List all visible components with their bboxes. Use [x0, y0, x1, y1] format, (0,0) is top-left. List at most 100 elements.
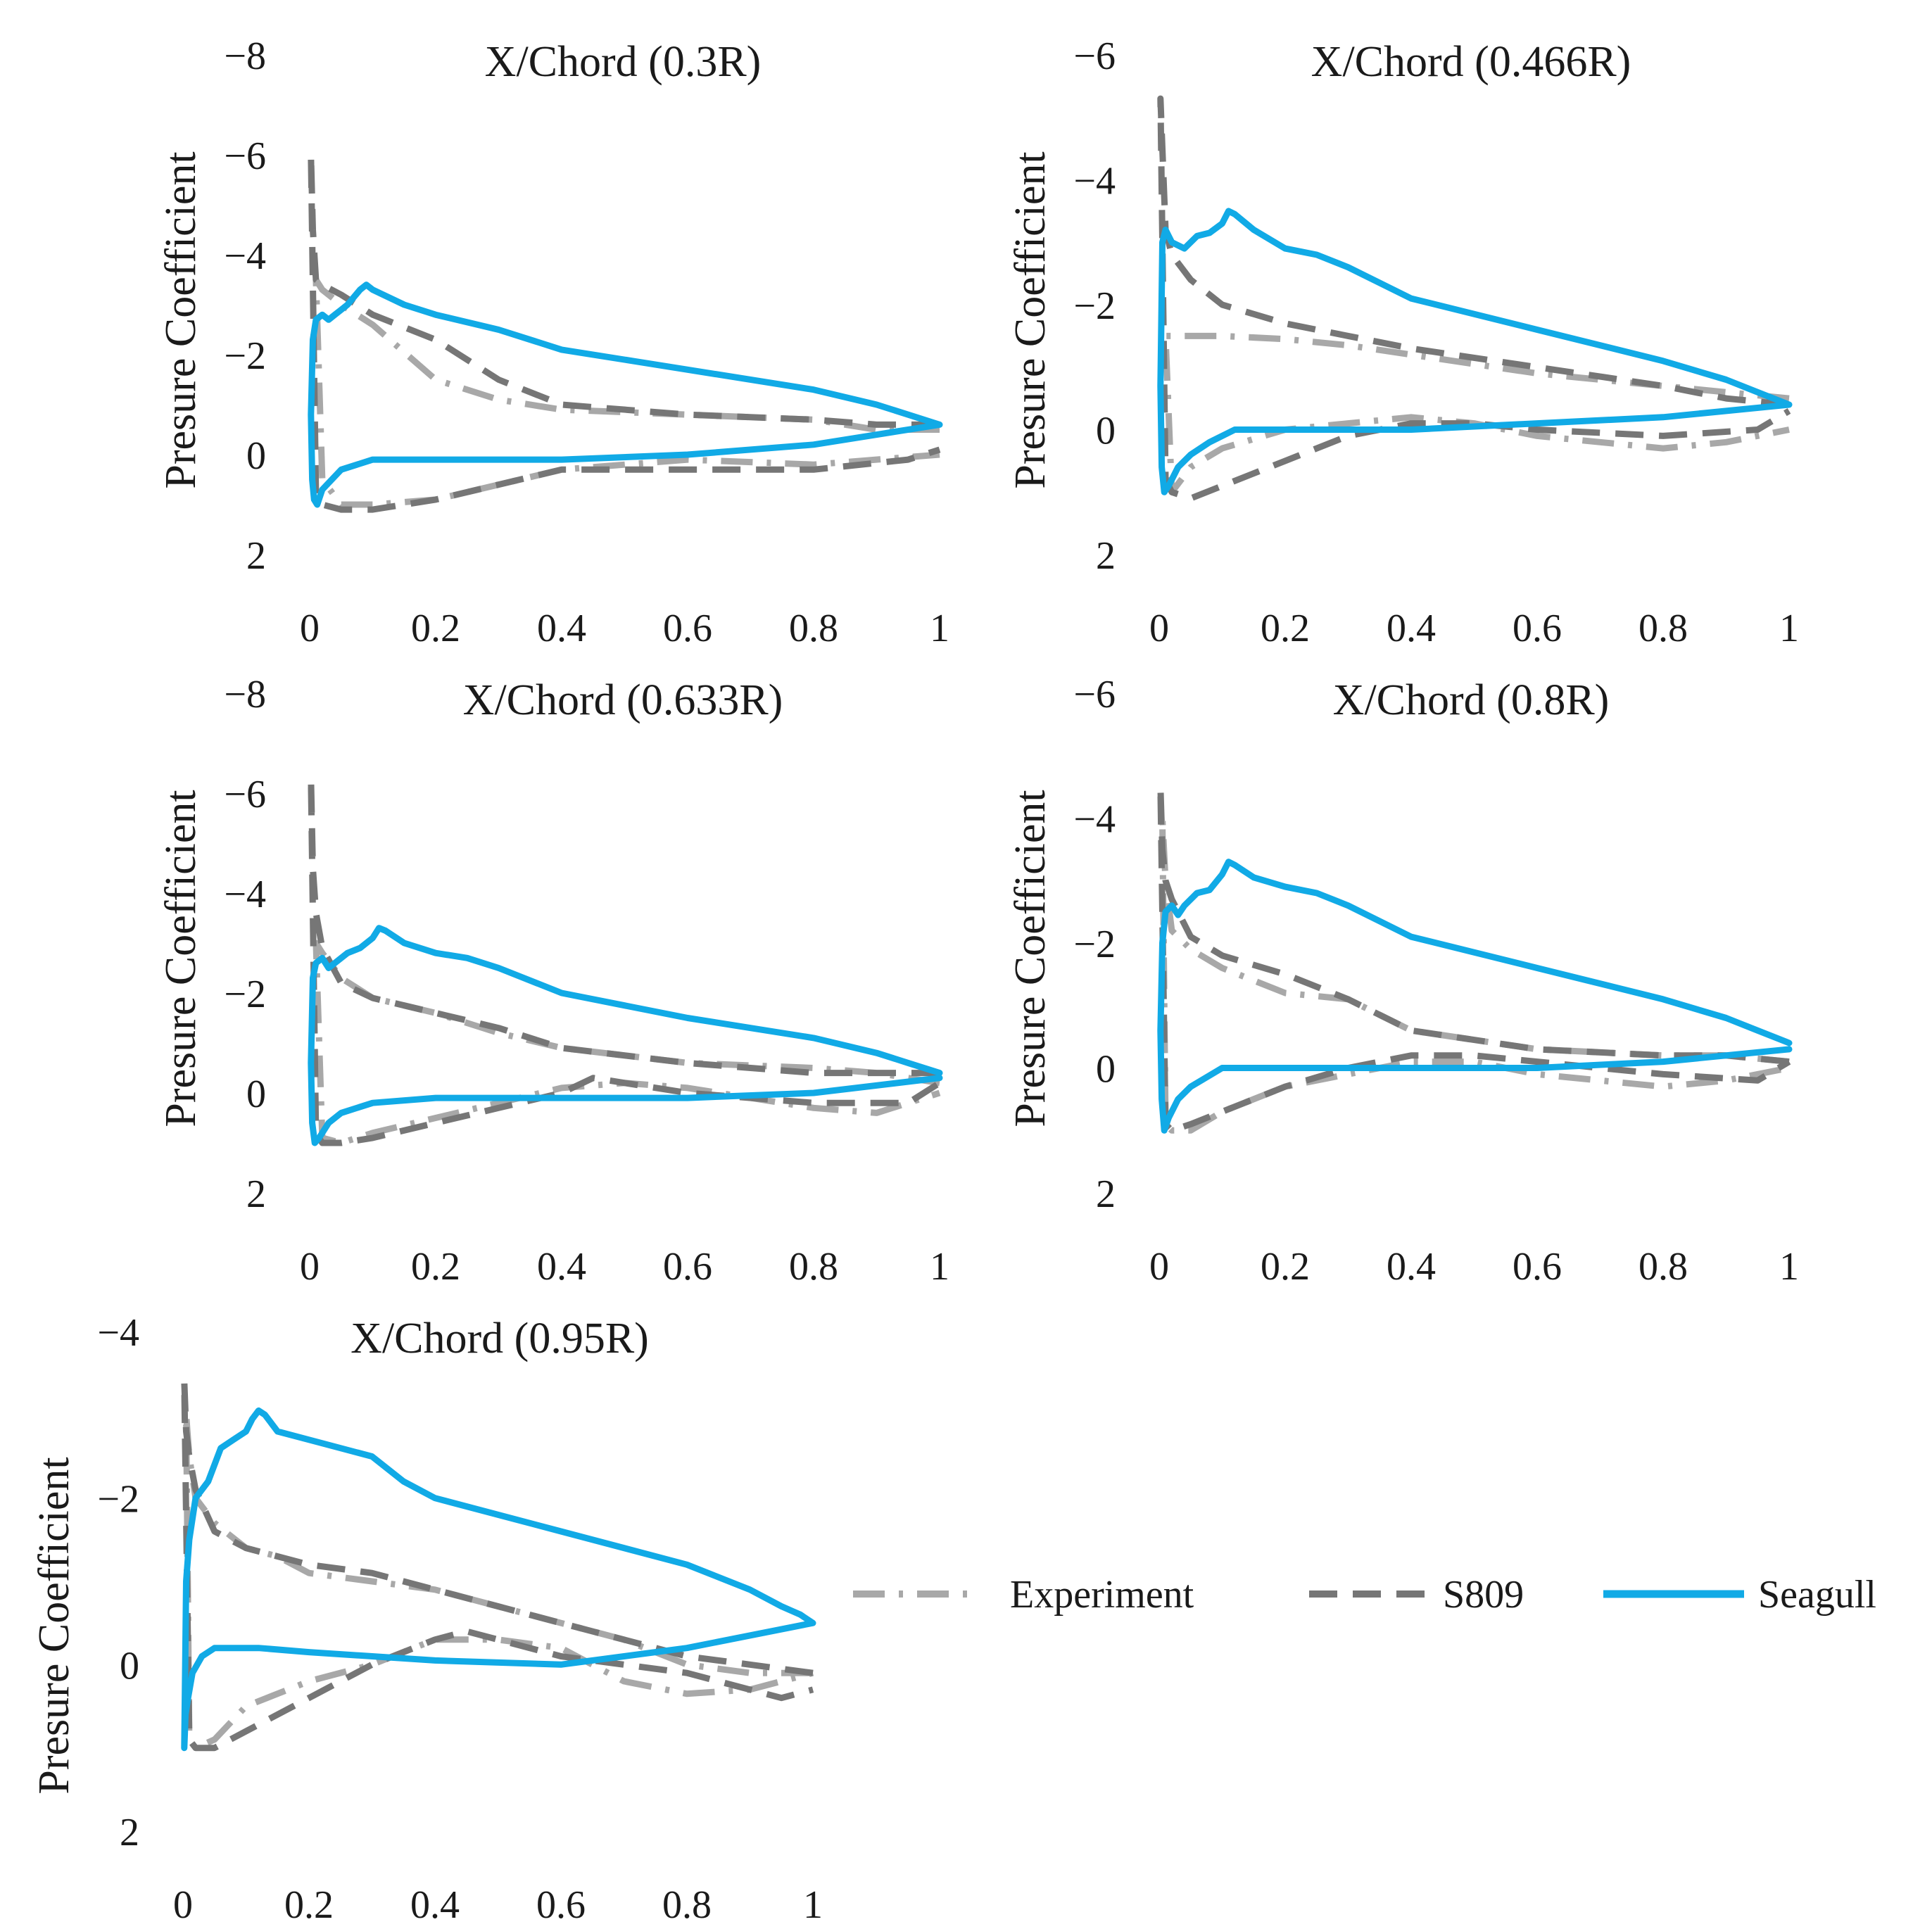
y-tick-label: −4: [224, 873, 266, 916]
y-axis-label: Presure Coefficient: [1006, 151, 1054, 488]
panel-0-8r: X/Chord (0.8R) Presure Coefficient −6−4−…: [1006, 673, 1799, 1289]
y-tick-label: 0: [120, 1644, 139, 1688]
panel-title: X/Chord (0.633R): [463, 676, 783, 724]
y-tick-label: −2: [224, 973, 266, 1016]
x-tick-label: 0.2: [1261, 1245, 1310, 1289]
panel-title: X/Chord (0.466R): [1311, 38, 1631, 86]
y-tick-labels: −8 −6 −4 −2 0 2: [224, 34, 266, 578]
x-tick-label: 0.4: [410, 1883, 460, 1927]
y-tick-label: −6: [224, 134, 266, 178]
x-tick-label: 0.4: [1387, 607, 1436, 650]
x-tick-label: 0.4: [1387, 1245, 1436, 1289]
y-tick-label: 2: [246, 1172, 266, 1216]
y-tick-label: 0: [246, 1073, 266, 1116]
y-axis-label: Presure Coefficient: [157, 790, 205, 1127]
x-tick-label: 0.6: [1513, 607, 1562, 650]
x-tick-label: 0.6: [1513, 1245, 1562, 1289]
x-tick-label: 0.8: [1639, 607, 1688, 650]
y-tick-label: −8: [224, 34, 266, 78]
legend-entry-experiment: Experiment: [853, 1573, 1194, 1617]
series-group: [1157, 783, 1793, 1134]
y-axis-label: Presure Coefficient: [30, 1457, 78, 1794]
x-tick-label: 1: [1779, 607, 1799, 650]
x-tick-label: 0.4: [537, 607, 586, 650]
series-group: [181, 1378, 816, 1752]
series-group: [308, 151, 943, 513]
x-tick-label: 0: [300, 1245, 320, 1289]
series-line-s809: [308, 151, 941, 513]
legend-label-seagull: Seagull: [1758, 1573, 1876, 1617]
x-tick-label: 1: [930, 1245, 949, 1289]
x-tick-label: 1: [1779, 1245, 1799, 1289]
y-axis-label: Presure Coefficient: [1006, 790, 1054, 1127]
x-tick-label: 0.4: [537, 1245, 586, 1289]
x-tick-label: 1: [930, 607, 949, 650]
y-axis-label: Presure Coefficient: [157, 151, 205, 488]
x-tick-label: 0.8: [662, 1883, 712, 1927]
y-tick-label: 2: [1096, 534, 1116, 578]
panel-0-633r: X/Chord (0.633R) Presure Coefficient −8−…: [157, 673, 949, 1289]
y-tick-label: 2: [1096, 1172, 1116, 1216]
y-tick-label: −4: [224, 234, 266, 278]
x-tick-labels: 0 0.2 0.4 0.6 0.8 1: [300, 1245, 949, 1289]
x-tick-labels: 0 0.2 0.4 0.6 0.8 1: [1149, 607, 1799, 650]
x-tick-label: 0.8: [1639, 1245, 1688, 1289]
x-tick-label: 0.2: [411, 1245, 460, 1289]
y-tick-label: −4: [1073, 160, 1116, 203]
panel-0-95r: X/Chord (0.95R) Presure Coefficient −4 −2…: [30, 1311, 823, 1927]
panel-title: X/Chord (0.8R): [1333, 676, 1610, 724]
legend: Experiment S809 Seagull: [853, 1573, 1876, 1617]
series-group: [308, 775, 943, 1146]
y-tick-label: −2: [1073, 923, 1116, 966]
y-tick-label: 0: [246, 434, 266, 478]
y-tick-label: 0: [1096, 1048, 1116, 1092]
panel-title: X/Chord (0.95R): [351, 1315, 649, 1362]
series-line-s809: [181, 1378, 814, 1752]
y-tick-label: −6: [224, 773, 266, 816]
y-tick-label: −2: [224, 334, 266, 378]
series-group: [1157, 95, 1793, 502]
series-line-seagull: [181, 1407, 816, 1752]
panel-0-466r: X/Chord (0.466R) Presure Coefficient −6 −…: [1006, 34, 1799, 650]
y-tick-label: 2: [246, 534, 266, 578]
legend-label-experiment: Experiment: [1010, 1573, 1194, 1617]
x-tick-label: 0.6: [663, 607, 712, 650]
y-tick-label: −2: [97, 1478, 139, 1522]
x-tick-label: 0.6: [663, 1245, 712, 1289]
y-tick-label: −6: [1073, 34, 1116, 78]
x-tick-labels: 0 0.2 0.4 0.6 0.8 1: [1149, 1245, 1799, 1289]
x-tick-label: 1: [803, 1883, 823, 1927]
y-tick-label: −4: [1073, 798, 1116, 842]
x-tick-labels: 0 0.2 0.4 0.6 0.8 1: [300, 607, 949, 650]
panel-0-3r: X/Chord (0.3R) Presure Coefficient −8−6−…: [157, 34, 949, 650]
x-tick-label: 0: [173, 1883, 193, 1927]
x-tick-label: 0.6: [536, 1883, 586, 1927]
y-tick-labels: −8 −6 −4 −2 0 2: [224, 673, 266, 1216]
x-tick-label: 0.2: [411, 607, 460, 650]
y-tick-labels: −6 −4 −2 0 2: [1073, 673, 1116, 1216]
x-tick-label: 0.2: [1261, 607, 1310, 650]
y-tick-labels: −6 −4 −2 0 2: [1073, 34, 1116, 578]
y-tick-label: 0: [1096, 410, 1116, 453]
y-tick-label: −4: [97, 1311, 139, 1355]
legend-entry-seagull: Seagull: [1603, 1573, 1876, 1617]
y-tick-label: 2: [120, 1811, 139, 1854]
x-tick-label: 0: [300, 607, 320, 650]
series-line-seagull: [1157, 859, 1793, 1134]
series-line-s809: [1157, 95, 1791, 502]
series-line-s809: [308, 775, 942, 1146]
x-tick-label: 0.8: [789, 607, 838, 650]
legend-label-s809: S809: [1443, 1573, 1524, 1617]
series-line-seagull: [308, 925, 943, 1146]
x-tick-label: 0: [1149, 1245, 1169, 1289]
x-tick-label: 0.2: [284, 1883, 334, 1927]
panel-title: X/Chord (0.3R): [485, 38, 762, 86]
y-tick-label: −8: [224, 673, 266, 716]
x-tick-label: 0.8: [789, 1245, 838, 1289]
legend-entry-s809: S809: [1309, 1573, 1524, 1617]
x-tick-labels: 0 0.2 0.4 0.6 0.8 1: [173, 1883, 823, 1927]
y-tick-labels: −4 −2 0 2: [97, 1311, 139, 1854]
series-line-seagull: [308, 282, 943, 508]
